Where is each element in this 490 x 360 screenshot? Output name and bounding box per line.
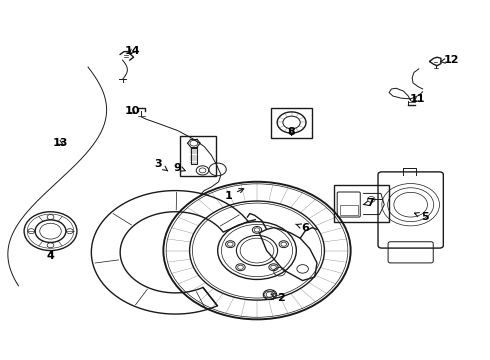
- Text: 10: 10: [124, 106, 140, 116]
- Text: 5: 5: [415, 212, 429, 222]
- Text: 7: 7: [363, 198, 374, 208]
- Text: 13: 13: [52, 138, 68, 148]
- Text: 8: 8: [288, 127, 295, 138]
- Bar: [334, 185, 389, 222]
- Text: 14: 14: [124, 46, 140, 56]
- Text: 6: 6: [295, 222, 309, 233]
- Text: 4: 4: [47, 251, 54, 261]
- Text: 1: 1: [224, 189, 244, 201]
- Bar: [271, 108, 312, 138]
- Bar: [340, 205, 358, 215]
- Text: 9: 9: [174, 163, 185, 173]
- Bar: [180, 136, 216, 176]
- Text: 11: 11: [410, 94, 426, 104]
- Text: 3: 3: [155, 159, 168, 171]
- Text: 2: 2: [271, 293, 285, 303]
- Text: 12: 12: [441, 55, 459, 65]
